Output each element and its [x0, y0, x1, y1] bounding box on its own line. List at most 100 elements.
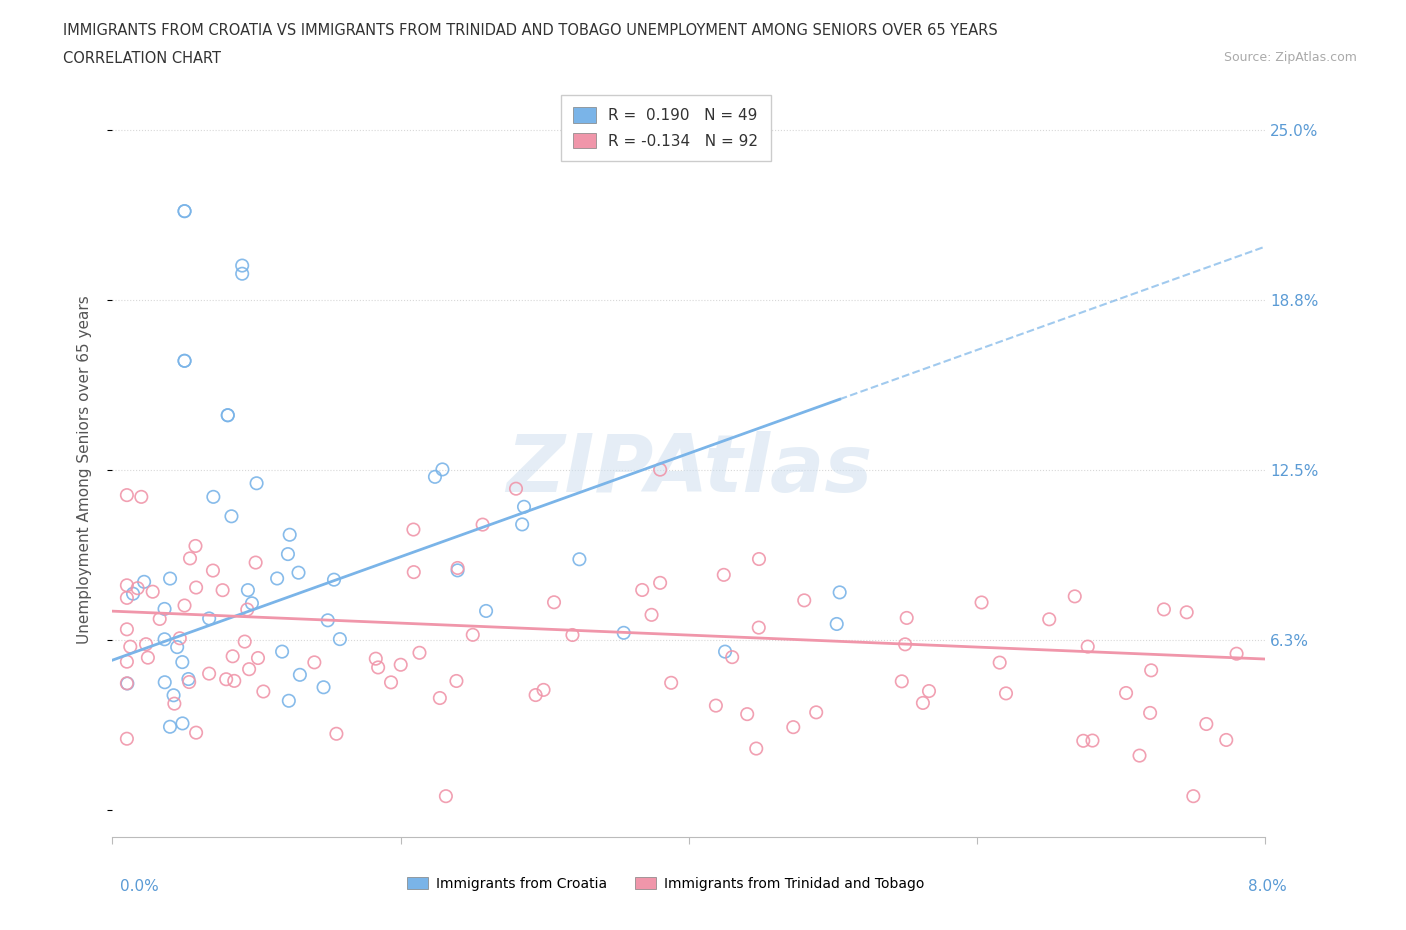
Point	[142, 584, 165, 599]
Point	[1175, 604, 1198, 619]
Point	[238, 662, 260, 677]
Point	[122, 586, 145, 601]
Point	[159, 571, 181, 586]
Point	[115, 487, 138, 502]
Point	[115, 591, 138, 605]
Point	[995, 686, 1018, 701]
Point	[894, 637, 917, 652]
Point	[806, 705, 828, 720]
Point	[231, 259, 253, 273]
Point	[389, 658, 412, 672]
Text: IMMIGRANTS FROM CROATIA VS IMMIGRANTS FROM TRINIDAD AND TOBAGO UNEMPLOYMENT AMON: IMMIGRANTS FROM CROATIA VS IMMIGRANTS FR…	[63, 23, 998, 38]
Point	[748, 620, 770, 635]
Point	[1063, 589, 1085, 604]
Point	[231, 266, 253, 281]
Point	[543, 595, 565, 610]
Point	[246, 651, 269, 666]
Point	[890, 674, 912, 689]
Point	[640, 607, 662, 622]
Point	[169, 631, 191, 645]
Point	[402, 565, 425, 579]
Point	[173, 204, 195, 219]
Point	[217, 407, 239, 422]
Point	[475, 604, 498, 618]
Point	[1115, 685, 1137, 700]
Point	[149, 612, 172, 627]
Point	[918, 684, 941, 698]
Point	[304, 655, 326, 670]
Text: CORRELATION CHART: CORRELATION CHART	[63, 51, 221, 66]
Point	[704, 698, 727, 713]
Point	[748, 551, 770, 566]
Point	[364, 651, 387, 666]
Point	[568, 551, 591, 566]
Point	[793, 593, 815, 608]
Point	[721, 650, 744, 665]
Point	[713, 567, 735, 582]
Legend: Immigrants from Croatia, Immigrants from Trinidad and Tobago: Immigrants from Croatia, Immigrants from…	[402, 871, 931, 897]
Point	[735, 707, 758, 722]
Point	[173, 353, 195, 368]
Point	[533, 683, 555, 698]
Point	[211, 583, 233, 598]
Point	[245, 555, 267, 570]
Point	[367, 660, 389, 675]
Point	[1182, 789, 1205, 804]
Point	[198, 611, 221, 626]
Point	[240, 596, 263, 611]
Y-axis label: Unemployment Among Seniors over 65 years: Unemployment Among Seniors over 65 years	[77, 296, 91, 644]
Text: 0.0%: 0.0%	[120, 879, 159, 894]
Point	[513, 499, 536, 514]
Point	[132, 575, 155, 590]
Point	[782, 720, 804, 735]
Point	[423, 470, 446, 485]
Point	[312, 680, 335, 695]
Point	[221, 509, 243, 524]
Point	[135, 637, 157, 652]
Point	[179, 551, 201, 565]
Point	[828, 585, 851, 600]
Text: Source: ZipAtlas.com: Source: ZipAtlas.com	[1223, 51, 1357, 64]
Point	[202, 489, 225, 504]
Point	[277, 694, 299, 709]
Point	[288, 668, 311, 683]
Point	[198, 666, 221, 681]
Point	[221, 649, 243, 664]
Point	[1139, 706, 1161, 721]
Point	[1077, 639, 1099, 654]
Point	[172, 716, 194, 731]
Point	[163, 697, 186, 711]
Point	[277, 547, 299, 562]
Point	[1071, 734, 1094, 749]
Point	[648, 462, 672, 477]
Text: ZIPAtlas: ZIPAtlas	[506, 431, 872, 509]
Point	[896, 610, 918, 625]
Point	[184, 580, 207, 595]
Point	[446, 563, 468, 578]
Point	[179, 674, 201, 689]
Point	[911, 696, 934, 711]
Point	[236, 583, 259, 598]
Point	[266, 571, 288, 586]
Point	[166, 640, 188, 655]
Point	[429, 691, 451, 706]
Point	[236, 602, 259, 617]
Point	[970, 595, 993, 610]
Point	[153, 631, 176, 646]
Point	[172, 655, 194, 670]
Point	[461, 628, 484, 643]
Point	[648, 576, 672, 591]
Point	[115, 654, 138, 669]
Point	[115, 676, 138, 691]
Point	[127, 580, 149, 595]
Point	[173, 353, 195, 368]
Point	[505, 481, 527, 496]
Point	[246, 476, 269, 491]
Point	[316, 613, 339, 628]
Point	[323, 572, 346, 587]
Point	[162, 688, 184, 703]
Point	[224, 673, 246, 688]
Point	[402, 522, 425, 537]
Point	[115, 731, 138, 746]
Point	[217, 407, 239, 422]
